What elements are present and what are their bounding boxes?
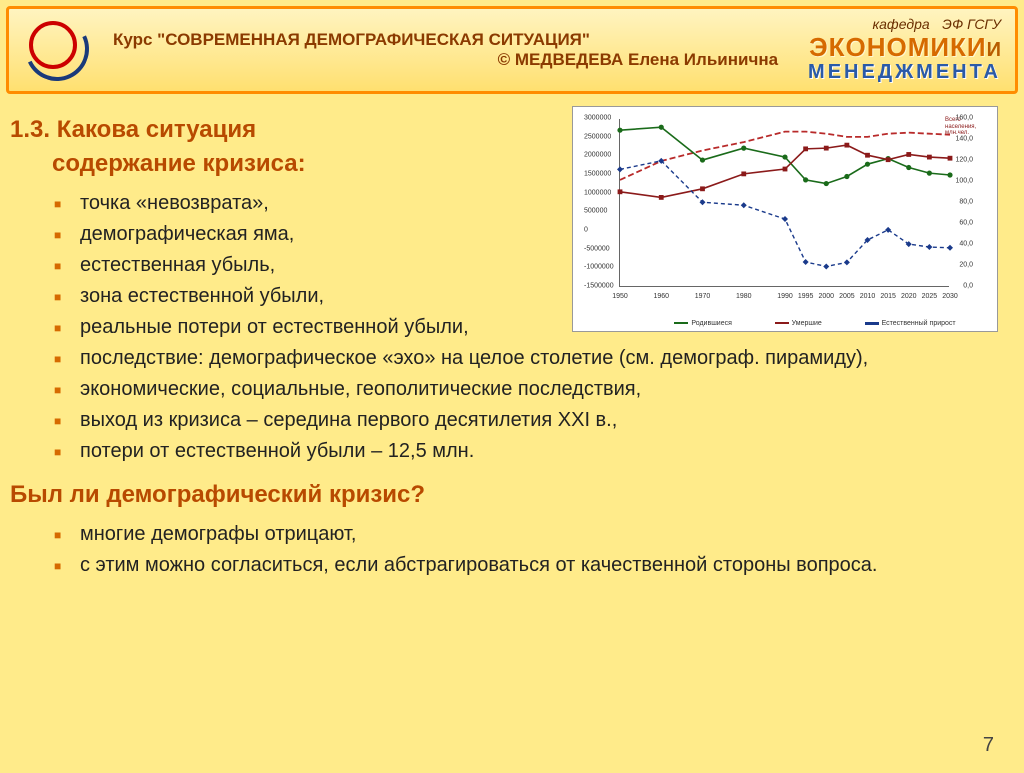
page-number: 7 bbox=[983, 734, 994, 757]
brand-and: И bbox=[987, 39, 1001, 61]
brand-kafedra: кафедра bbox=[872, 17, 929, 32]
crisis-question-list: многие демографы отрицают,с этим можно с… bbox=[10, 519, 1006, 581]
slide-header: Курс "СОВРЕМЕННАЯ ДЕМОГРАФИЧЕСКАЯ СИТУАЦ… bbox=[6, 6, 1018, 94]
slide-content: Всего населения, млн.чел. 19501960197019… bbox=[0, 100, 1024, 605]
list-item: точка «невозврата», bbox=[80, 188, 560, 219]
brand-block: кафедра ЭФ ГСГУ ЭКОНОМИКИИ МЕНЕДЖМЕНТА bbox=[808, 17, 1001, 82]
list-item: с этим можно согласиться, если абстрагир… bbox=[80, 550, 1006, 581]
section-2-title: Был ли демографический кризис? bbox=[10, 481, 1006, 509]
course-title-block: Курс "СОВРЕМЕННАЯ ДЕМОГРАФИЧЕСКАЯ СИТУАЦ… bbox=[113, 30, 808, 70]
course-line: Курс "СОВРЕМЕННАЯ ДЕМОГРАФИЧЕСКАЯ СИТУАЦ… bbox=[113, 30, 808, 50]
dept-logo bbox=[23, 15, 93, 85]
list-item: выход из кризиса – середина первого деся… bbox=[80, 405, 1006, 436]
list-item: естественная убыль, bbox=[80, 250, 560, 281]
author-line: © МЕДВЕДЕВА Елена Ильинична bbox=[113, 50, 808, 70]
list-item: зона естественной убыли, bbox=[80, 281, 560, 312]
list-item: последствие: демографическое «эхо» на це… bbox=[80, 343, 1006, 374]
list-item: потери от естественной убыли – 12,5 млн. bbox=[80, 436, 1006, 467]
list-item: реальные потери от естественной убыли, bbox=[80, 312, 1006, 343]
list-item: демографическая яма, bbox=[80, 219, 560, 250]
brand-management: МЕНЕДЖМЕНТА bbox=[808, 62, 1001, 83]
list-item: экономические, социальные, геополитическ… bbox=[80, 374, 1006, 405]
list-item: многие демографы отрицают, bbox=[80, 519, 1006, 550]
brand-ef: ЭФ ГСГУ bbox=[942, 17, 1001, 32]
brand-economics: ЭКОНОМИКИ bbox=[809, 32, 987, 62]
demographics-chart: Всего населения, млн.чел. 19501960197019… bbox=[572, 106, 998, 332]
